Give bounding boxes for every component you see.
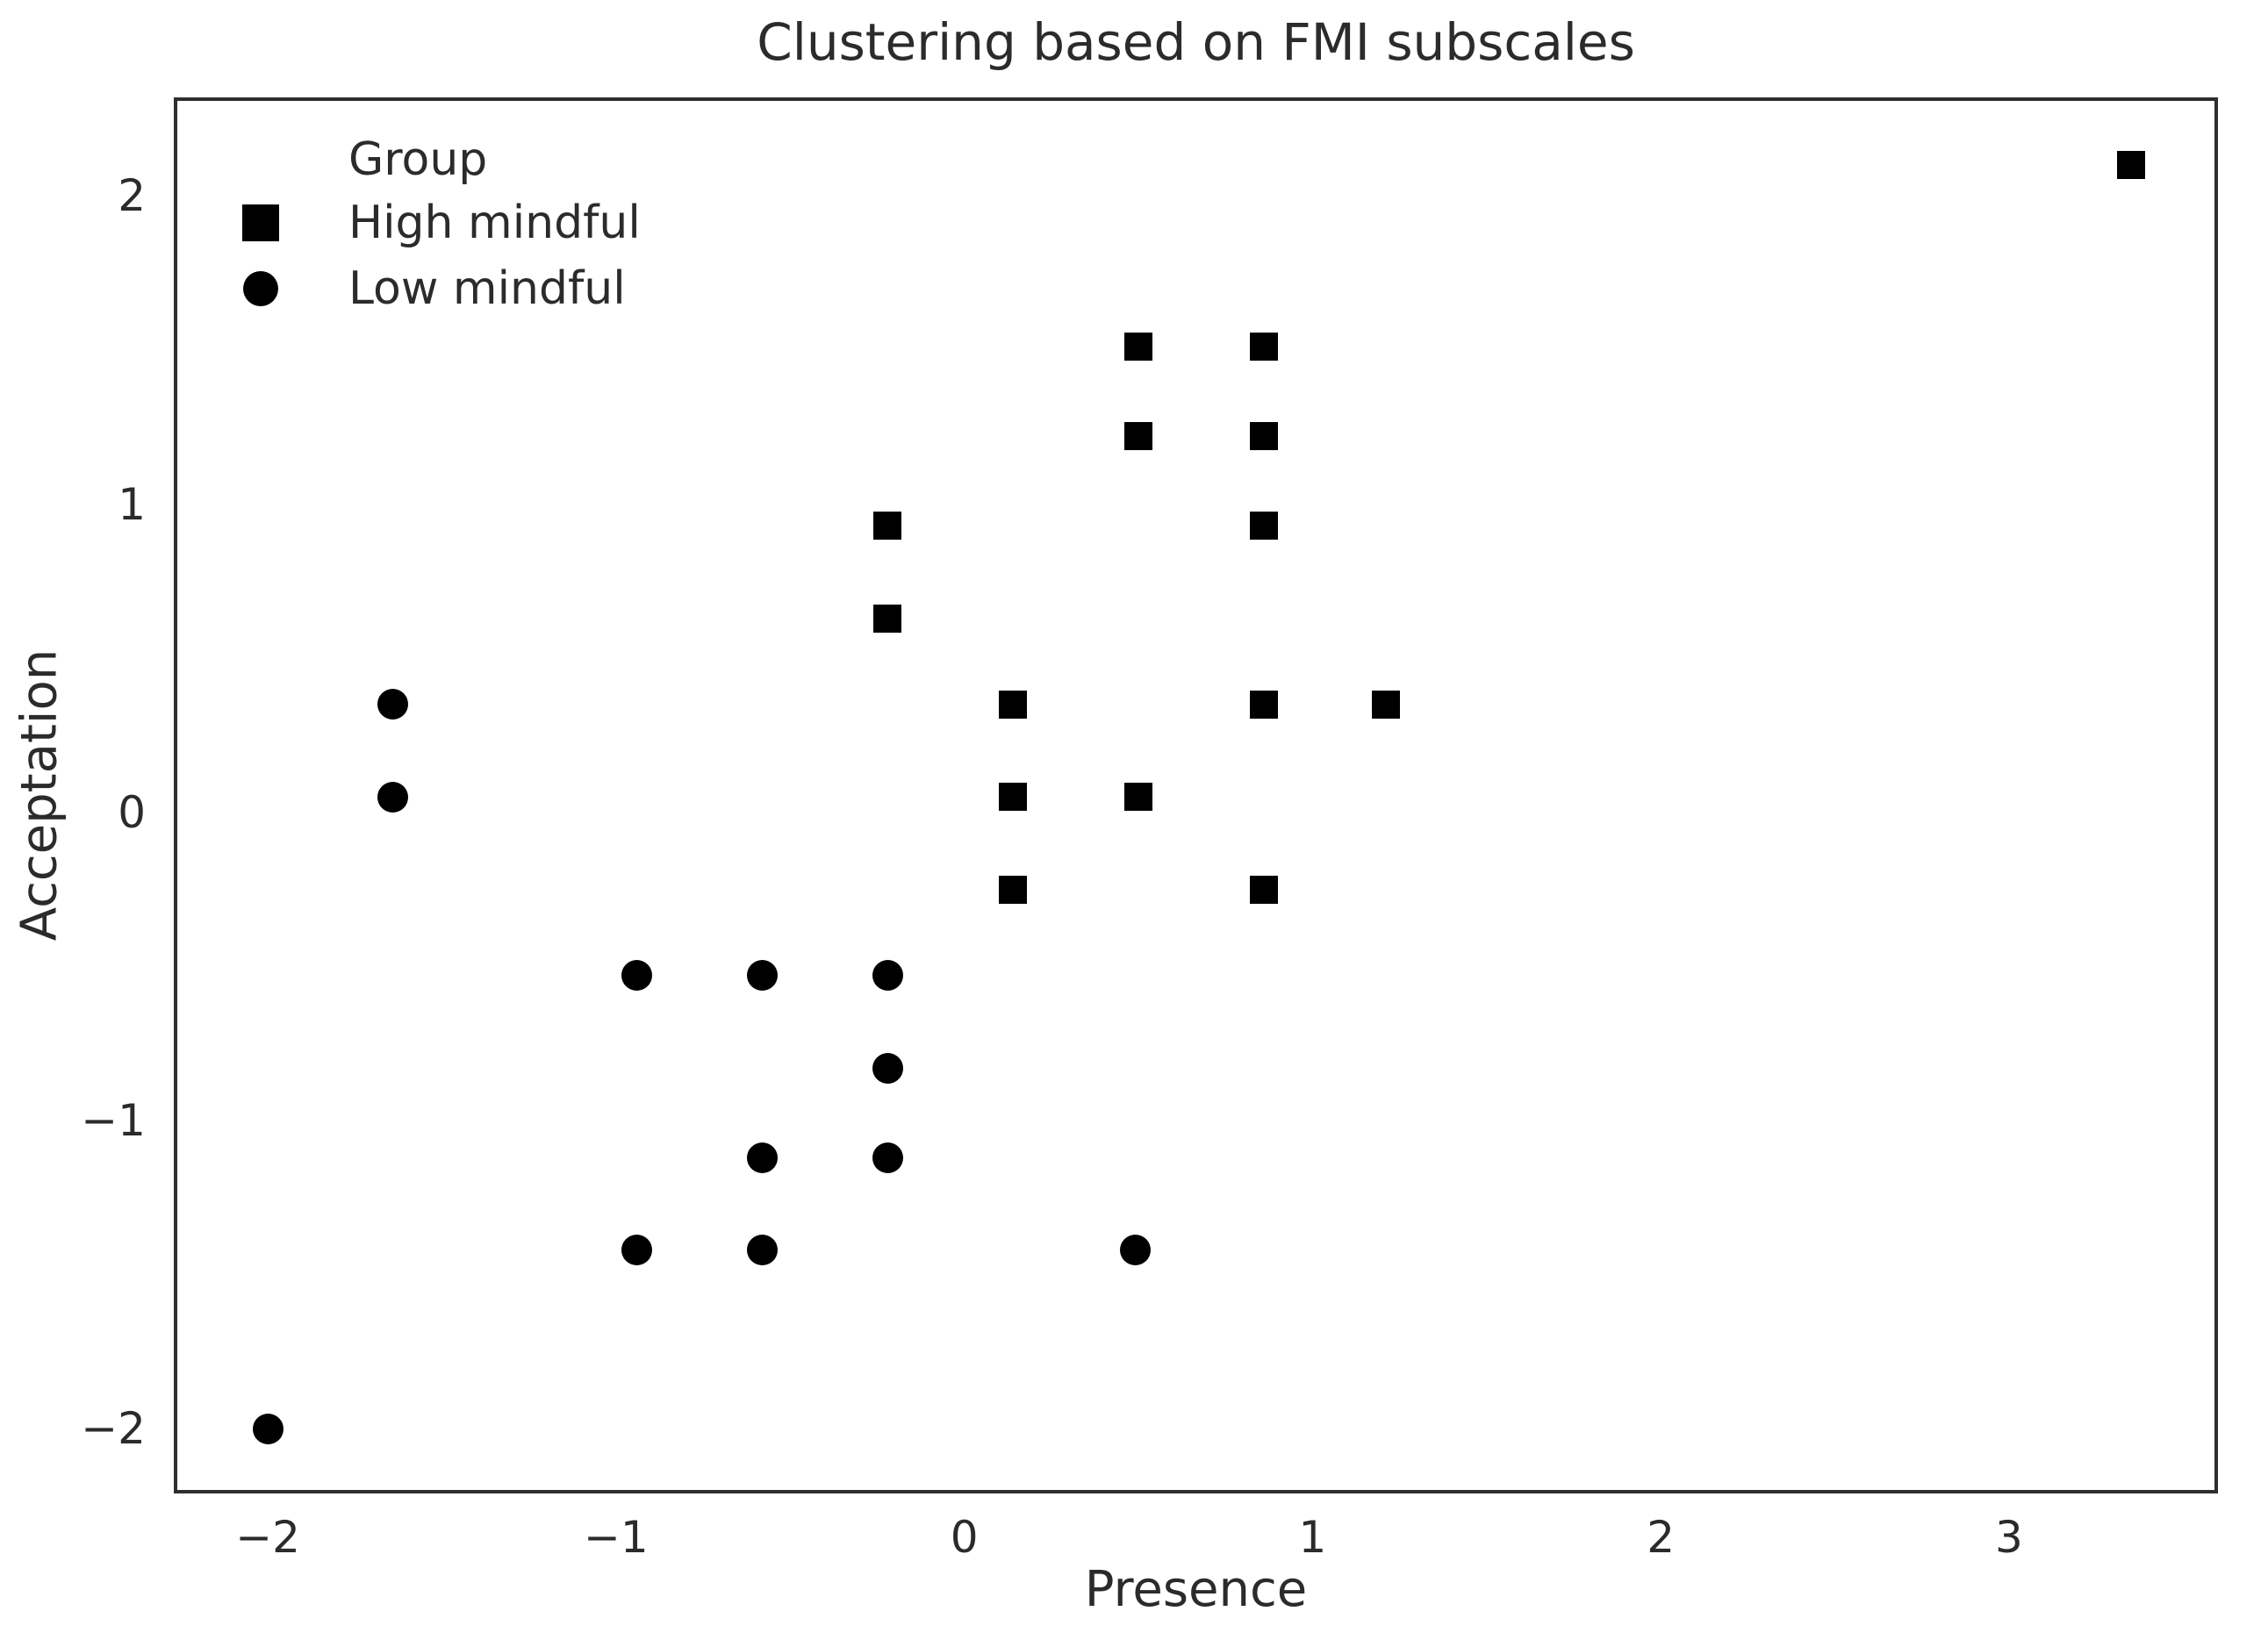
legend-marker-cell [237, 204, 284, 241]
data-point-high-mindful [1249, 690, 1278, 719]
legend-marker-cell [237, 270, 284, 306]
x-tick-label: 0 [950, 1512, 979, 1563]
data-point-high-mindful [873, 604, 902, 633]
data-point-high-mindful [1124, 422, 1153, 451]
data-point-low-mindful [621, 960, 653, 992]
legend-entry-label: Low mindful [348, 261, 626, 315]
data-point-low-mindful [872, 960, 903, 992]
chart-title: Clustering based on FMI subscales [757, 12, 1635, 72]
x-tick-label: 2 [1647, 1512, 1676, 1563]
x-tick-label: 1 [1298, 1512, 1327, 1563]
x-tick-label: −1 [584, 1512, 649, 1563]
legend-entry: High mindful [237, 190, 641, 255]
data-point-high-mindful [1249, 512, 1278, 541]
data-point-low-mindful [252, 1413, 284, 1444]
data-point-low-mindful [872, 1142, 903, 1173]
data-point-low-mindful [1119, 1235, 1151, 1266]
data-point-high-mindful [2116, 151, 2145, 180]
data-point-low-mindful [747, 1142, 779, 1173]
y-tick-label: 2 [118, 170, 146, 222]
data-point-low-mindful [747, 960, 779, 992]
y-tick-label: 0 [118, 786, 146, 838]
legend-title: Group [348, 133, 488, 186]
data-point-high-mindful [1249, 875, 1278, 904]
y-tick-label: −2 [81, 1403, 146, 1455]
data-point-low-mindful [377, 781, 409, 813]
y-axis-label: Acceptation [11, 648, 68, 942]
data-point-high-mindful [1124, 333, 1153, 362]
legend: Group High mindful Low mindful [237, 130, 641, 321]
legend-square-marker-icon [242, 204, 279, 241]
legend-entry: Low mindful [237, 255, 641, 321]
x-tick-label: −2 [235, 1512, 300, 1563]
data-point-low-mindful [872, 1052, 903, 1084]
y-tick-label: 1 [118, 478, 146, 530]
plot-area [174, 97, 2218, 1493]
x-tick-label: 3 [1995, 1512, 2023, 1563]
data-point-high-mindful [1371, 690, 1400, 719]
data-point-high-mindful [1249, 333, 1278, 362]
data-point-low-mindful [621, 1235, 653, 1266]
data-point-high-mindful [873, 512, 902, 541]
data-point-high-mindful [999, 783, 1028, 812]
data-point-high-mindful [1124, 783, 1153, 812]
data-point-low-mindful [747, 1235, 779, 1266]
data-point-high-mindful [999, 875, 1028, 904]
legend-circle-marker-icon [243, 270, 278, 306]
legend-entry-label: High mindful [348, 196, 641, 249]
y-tick-label: −1 [81, 1095, 146, 1147]
data-point-low-mindful [377, 689, 409, 720]
data-point-high-mindful [1249, 422, 1278, 451]
legend-entries: High mindful Low mindful [237, 190, 641, 321]
x-axis-label: Presence [1084, 1561, 1308, 1618]
data-point-high-mindful [999, 690, 1028, 719]
